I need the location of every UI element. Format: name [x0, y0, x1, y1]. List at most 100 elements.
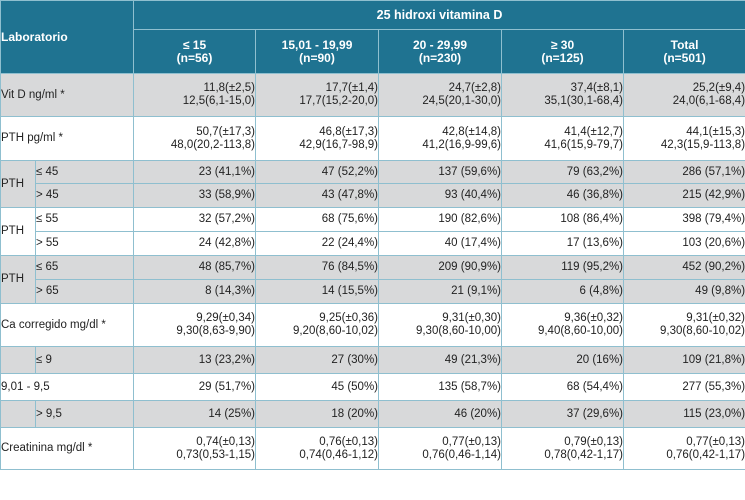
table-cell: 135 (58,7%) [378, 373, 503, 401]
table-cell: 0,77(±0,13) 0,76(0,42-1,17) [623, 427, 745, 470]
table-cell: 0,77(±0,13) 0,76(0,46-1,14) [378, 427, 503, 470]
table-cell: 24,7(±2,8) 24,5(20,1-30,0) [378, 73, 503, 117]
table-cell: 76 (84,5%) [255, 255, 380, 280]
table-cell: 398 (79,4%) [623, 207, 745, 232]
row-sublabel: ≤ 55 [34, 207, 135, 232]
row-label: PTH pg/ml * [0, 116, 135, 161]
table-cell: 79 (63,2%) [501, 160, 625, 184]
table-cell: 44,1(±15,3) 42,3(15,9-113,8) [623, 116, 745, 161]
table-cell: 42,8(±14,8) 41,2(16,9-99,6) [378, 116, 503, 161]
row-label: Vit D ng/ml * [0, 73, 135, 117]
header-group-title: 25 hidroxi vitamina D [133, 0, 745, 30]
table-cell: 0,76(±0,13) 0,74(0,46-1,12) [255, 427, 380, 470]
table-cell: 9,25(±0,36) 9,20(8,60-10,02) [255, 303, 380, 347]
row-sublabel: ≤ 65 [34, 255, 135, 280]
table-cell: 25,2(±9,4) 24,0(6,1-68,4) [623, 73, 745, 117]
table-cell: 190 (82,6%) [378, 207, 503, 232]
table-cell: 32 (57,2%) [133, 207, 257, 232]
table-cell: 29 (51,7%) [133, 373, 257, 401]
table-row-pth-gt65: > 65 8 (14,3%) 14 (15,5%) 21 (9,1%) 6 (4… [1, 279, 745, 304]
table-cell: 41,4(±12,7) 41,6(15,9-79,7) [501, 116, 625, 161]
row-sublabel: > 65 [34, 279, 135, 304]
table-cell: 46 (36,8%) [501, 183, 625, 208]
table-cell: 11,8(±2,5) 12,5(6,1-15,0) [133, 73, 257, 117]
table-row-ca: Ca corregido mg/dl * 9,29(±0,34) 9,30(8,6… [0, 303, 745, 347]
header-col-15-20: 15,01 - 19,99 (n=90) [255, 29, 380, 74]
table-cell: 48 (85,7%) [133, 255, 257, 280]
row-label: PTH [0, 207, 36, 256]
table-cell: 50,7(±17,3) 48,0(20,2-113,8) [133, 116, 257, 161]
table-row-pth: PTH pg/ml * 50,7(±17,3) 48,0(20,2-113,8) … [0, 116, 745, 161]
table-cell: 108 (86,4%) [501, 207, 625, 232]
header-col-20-30: 20 - 29,99 (n=230) [378, 29, 503, 74]
table-row-ca-mid: 9,01 - 9,5 29 (51,7%) 45 (50%) 135 (58,7… [0, 373, 745, 401]
table-cell: 103 (20,6%) [623, 231, 745, 256]
row-sublabel: > 45 [34, 183, 135, 208]
table-cell: 0,74(±0,13) 0,73(0,53-1,15) [133, 427, 257, 470]
table-cell: 17 (13,6%) [501, 231, 625, 256]
table-cell: 17,7(±1,4) 17,7(15,2-20,0) [255, 73, 380, 117]
table-cell: 46,8(±17,3) 42,9(16,7-98,9) [255, 116, 380, 161]
table-cell: 137 (59,6%) [378, 160, 503, 184]
table-row-ca-le9: ≤ 9 13 (23,2%) 27 (30%) 49 (21,3%) 20 (1… [0, 346, 745, 374]
header-col-ge30: ≥ 30 (n=125) [501, 29, 625, 74]
table-cell: 20 (16%) [501, 346, 625, 374]
table-cell: 18 (20%) [255, 400, 380, 428]
table-row-pth-le45: PTH ≤ 45 23 (41,1%) 47 (52,2%) 137 (59,6… [0, 160, 745, 208]
row-label: Creatinina mg/dl * [0, 427, 135, 470]
table-cell: 93 (40,4%) [378, 183, 503, 208]
table-cell: 0,79(±0,13) 0,78(0,42-1,17) [501, 427, 625, 470]
header-laboratorio: Laboratorio [0, 0, 135, 74]
table-cell: 68 (54,4%) [501, 373, 625, 401]
row-sublabel: > 9,5 [34, 400, 135, 428]
table-cell: 37,4(±8,1) 35,1(30,1-68,4) [501, 73, 625, 117]
table-cell: 46 (20%) [378, 400, 503, 428]
table-cell: 45 (50%) [255, 373, 380, 401]
table-cell: 49 (9,8%) [623, 279, 745, 304]
table-row-pth-gt45: > 45 33 (58,9%) 43 (47,8%) 93 (40,4%) 46… [1, 183, 745, 208]
table-row-ca-gt95: > 9,5 14 (25%) 18 (20%) 46 (20%) 37 (29,… [0, 400, 745, 428]
table-cell: 22 (24,4%) [255, 231, 380, 256]
row-indent [0, 400, 36, 428]
table-cell: 23 (41,1%) [133, 160, 257, 184]
table-cell: 40 (17,4%) [378, 231, 503, 256]
table-cell: 109 (21,8%) [623, 346, 745, 374]
table-cell: 9,36(±0,32) 9,40(8,60-10,00) [501, 303, 625, 347]
row-label: PTH [0, 160, 36, 208]
table-row-pth-le65: PTH ≤ 65 48 (85,7%) 76 (84,5%) 209 (90,9… [0, 255, 745, 304]
table-row-pth-gt55: > 55 24 (42,8%) 22 (24,4%) 40 (17,4%) 17… [1, 231, 745, 256]
row-sublabel: > 55 [34, 231, 135, 256]
header-col-total: Total (n=501) [623, 29, 745, 74]
table-cell: 8 (14,3%) [133, 279, 257, 304]
table-cell: 452 (90,2%) [623, 255, 745, 280]
table-cell: 27 (30%) [255, 346, 380, 374]
table-row-vitd: Vit D ng/ml * 11,8(±2,5) 12,5(6,1-15,0) 1… [0, 73, 745, 117]
table-cell: 68 (75,6%) [255, 207, 380, 232]
table-cell: 215 (42,9%) [623, 183, 745, 208]
table-cell: 14 (15,5%) [255, 279, 380, 304]
vitamin-d-lab-table: Laboratorio 25 hidroxi vitamina D ≤ 15 (n… [0, 0, 745, 470]
table-cell: 43 (47,8%) [255, 183, 380, 208]
table-cell: 9,31(±0,30) 9,30(8,60-10,00) [378, 303, 503, 347]
table-cell: 33 (58,9%) [133, 183, 257, 208]
table-cell: 24 (42,8%) [133, 231, 257, 256]
table-cell: 21 (9,1%) [378, 279, 503, 304]
table-cell: 277 (55,3%) [623, 373, 745, 401]
table-cell: 115 (23,0%) [623, 400, 745, 428]
table-cell: 47 (52,2%) [255, 160, 380, 184]
table-row-pth-le55: PTH ≤ 55 32 (57,2%) 68 (75,6%) 190 (82,6… [0, 207, 745, 256]
table-cell: 286 (57,1%) [623, 160, 745, 184]
table-cell: 14 (25%) [133, 400, 257, 428]
table-cell: 9,29(±0,34) 9,30(8,63-9,90) [133, 303, 257, 347]
table-cell: 119 (95,2%) [501, 255, 625, 280]
table-cell: 9,31(±0,32) 9,30(8,60-10,02) [623, 303, 745, 347]
row-label: PTH [0, 255, 36, 304]
table-cell: 6 (4,8%) [501, 279, 625, 304]
header-col-le15: ≤ 15 (n=56) [133, 29, 257, 74]
row-sublabel: 9,01 - 9,5 [0, 373, 135, 401]
row-sublabel: ≤ 9 [34, 346, 135, 374]
row-label: Ca corregido mg/dl * [0, 303, 135, 347]
table-row-creatinina: Creatinina mg/dl * 0,74(±0,13) 0,73(0,53-… [0, 427, 745, 470]
table-cell: 13 (23,2%) [133, 346, 257, 374]
table-cell: 209 (90,9%) [378, 255, 503, 280]
